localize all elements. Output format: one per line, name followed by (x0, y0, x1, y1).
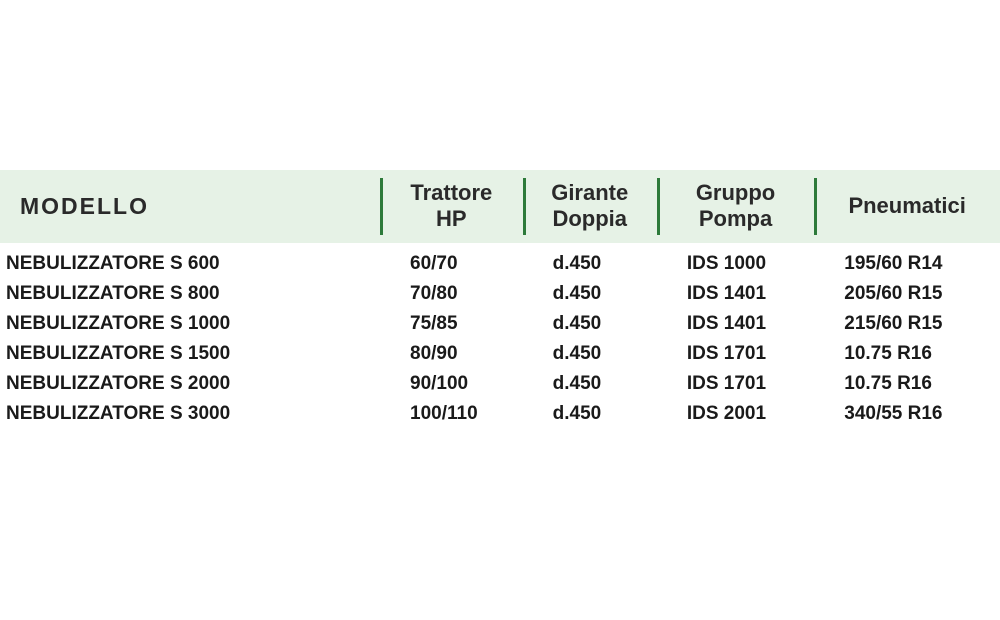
cell-gruppo: IDS 2001 (657, 399, 814, 429)
cell-pneumatici: 195/60 R14 (814, 243, 1000, 279)
cell-pneumatici: 215/60 R15 (814, 309, 1000, 339)
col-header-label: MODELLO (20, 193, 149, 219)
table-row: NEBULIZZATORE S 1000 75/85 d.450 IDS 140… (0, 309, 1000, 339)
cell-pneumatici: 340/55 R16 (814, 399, 1000, 429)
spec-table-container: MODELLO TrattoreHP GiranteDoppia GruppoP… (0, 170, 1000, 429)
cell-pneumatici: 205/60 R15 (814, 279, 1000, 309)
col-header-girante: GiranteDoppia (523, 170, 657, 243)
cell-modello: NEBULIZZATORE S 2000 (0, 369, 380, 399)
cell-trattore: 70/80 (380, 279, 523, 309)
col-header-pneumatici: Pneumatici (814, 170, 1000, 243)
cell-modello: NEBULIZZATORE S 1000 (0, 309, 380, 339)
table-head: MODELLO TrattoreHP GiranteDoppia GruppoP… (0, 170, 1000, 243)
header-row: MODELLO TrattoreHP GiranteDoppia GruppoP… (0, 170, 1000, 243)
cell-gruppo: IDS 1401 (657, 279, 814, 309)
col-header-modello: MODELLO (0, 170, 380, 243)
cell-girante: d.450 (523, 369, 657, 399)
cell-trattore: 100/110 (380, 399, 523, 429)
table-row: NEBULIZZATORE S 3000 100/110 d.450 IDS 2… (0, 399, 1000, 429)
table-row: NEBULIZZATORE S 1500 80/90 d.450 IDS 170… (0, 339, 1000, 369)
cell-modello: NEBULIZZATORE S 3000 (0, 399, 380, 429)
cell-girante: d.450 (523, 309, 657, 339)
cell-girante: d.450 (523, 399, 657, 429)
cell-modello: NEBULIZZATORE S 600 (0, 243, 380, 279)
cell-gruppo: IDS 1701 (657, 339, 814, 369)
cell-trattore: 90/100 (380, 369, 523, 399)
col-header-label: GiranteDoppia (551, 180, 628, 231)
cell-pneumatici: 10.75 R16 (814, 339, 1000, 369)
table-row: NEBULIZZATORE S 600 60/70 d.450 IDS 1000… (0, 243, 1000, 279)
cell-girante: d.450 (523, 279, 657, 309)
cell-trattore: 60/70 (380, 243, 523, 279)
cell-trattore: 80/90 (380, 339, 523, 369)
col-header-gruppo: GruppoPompa (657, 170, 814, 243)
col-header-trattore: TrattoreHP (380, 170, 523, 243)
cell-girante: d.450 (523, 339, 657, 369)
cell-gruppo: IDS 1701 (657, 369, 814, 399)
table-row: NEBULIZZATORE S 800 70/80 d.450 IDS 1401… (0, 279, 1000, 309)
cell-gruppo: IDS 1000 (657, 243, 814, 279)
col-header-label: TrattoreHP (410, 180, 492, 231)
table-row: NEBULIZZATORE S 2000 90/100 d.450 IDS 17… (0, 369, 1000, 399)
spec-table: MODELLO TrattoreHP GiranteDoppia GruppoP… (0, 170, 1000, 429)
cell-gruppo: IDS 1401 (657, 309, 814, 339)
cell-girante: d.450 (523, 243, 657, 279)
col-header-label: Pneumatici (848, 193, 965, 218)
cell-pneumatici: 10.75 R16 (814, 369, 1000, 399)
table-body: NEBULIZZATORE S 600 60/70 d.450 IDS 1000… (0, 243, 1000, 429)
col-header-label: GruppoPompa (696, 180, 775, 231)
cell-modello: NEBULIZZATORE S 800 (0, 279, 380, 309)
cell-trattore: 75/85 (380, 309, 523, 339)
cell-modello: NEBULIZZATORE S 1500 (0, 339, 380, 369)
